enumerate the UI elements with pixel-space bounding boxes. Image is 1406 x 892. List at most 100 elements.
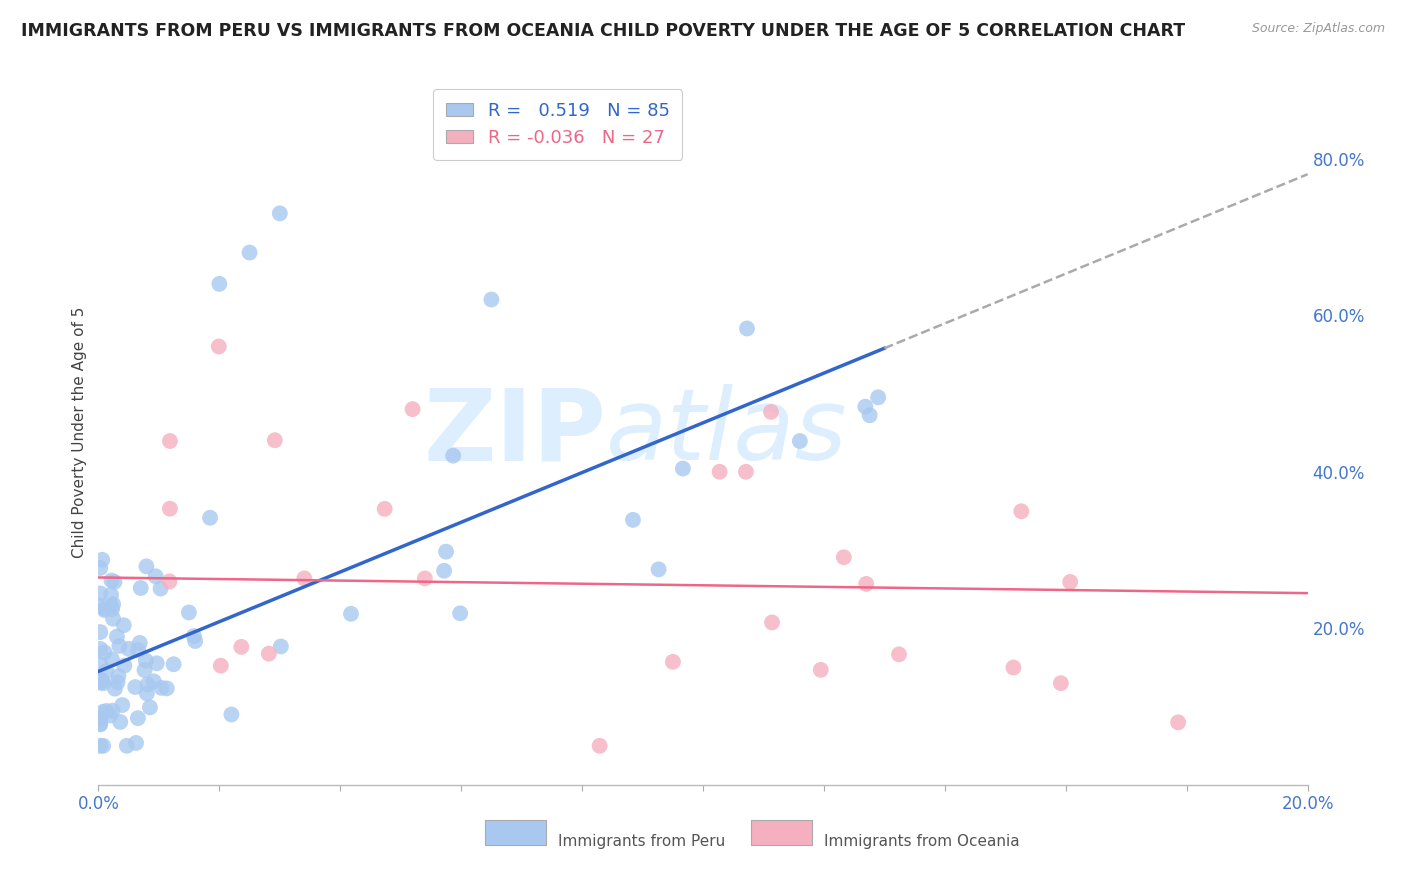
Point	[100, 599, 122, 614]
Point	[159, 574, 181, 589]
Point	[89, 641, 111, 656]
Point	[159, 501, 181, 516]
Point	[89, 586, 111, 600]
Point	[135, 559, 157, 574]
Point	[647, 562, 669, 576]
Point	[136, 677, 159, 691]
Point	[735, 465, 758, 479]
Point	[101, 652, 124, 666]
Point	[855, 577, 877, 591]
Point	[198, 510, 221, 524]
Point	[135, 654, 157, 668]
Text: ZIP: ZIP	[423, 384, 606, 481]
Point	[134, 663, 156, 677]
Point	[128, 636, 150, 650]
Point	[101, 597, 124, 611]
Point	[433, 564, 456, 578]
Point	[208, 277, 231, 291]
Point	[832, 550, 855, 565]
Point	[449, 607, 471, 621]
Point	[124, 680, 146, 694]
Point	[184, 634, 207, 648]
FancyBboxPatch shape	[751, 821, 811, 845]
Point	[89, 711, 111, 725]
Point	[91, 739, 114, 753]
Point	[177, 606, 200, 620]
Point	[1010, 504, 1032, 518]
Point	[145, 569, 167, 583]
Point	[868, 390, 890, 404]
Legend: R =   0.519   N = 85, R = -0.036   N = 27: R = 0.519 N = 85, R = -0.036 N = 27	[433, 89, 682, 160]
Point	[208, 339, 231, 353]
Point	[96, 704, 118, 718]
Point	[101, 602, 124, 616]
Y-axis label: Child Poverty Under the Age of 5: Child Poverty Under the Age of 5	[72, 307, 87, 558]
Point	[112, 658, 135, 673]
Point	[135, 686, 157, 700]
Point	[89, 739, 111, 753]
Point	[401, 402, 423, 417]
Point	[239, 245, 262, 260]
Point	[118, 641, 141, 656]
Point	[853, 400, 876, 414]
Point	[112, 618, 135, 632]
Point	[94, 601, 117, 615]
Point	[374, 501, 396, 516]
Point	[89, 716, 111, 731]
Point	[90, 673, 112, 688]
Text: Immigrants from Oceania: Immigrants from Oceania	[824, 834, 1019, 849]
Point	[127, 711, 149, 725]
Text: IMMIGRANTS FROM PERU VS IMMIGRANTS FROM OCEANIA CHILD POVERTY UNDER THE AGE OF 5: IMMIGRANTS FROM PERU VS IMMIGRANTS FROM …	[21, 22, 1185, 40]
Point	[149, 582, 172, 596]
Point	[761, 615, 783, 630]
Point	[129, 581, 152, 595]
Point	[142, 674, 165, 689]
Point	[672, 461, 695, 475]
Point	[104, 681, 127, 696]
Point	[139, 700, 162, 714]
Point	[1167, 715, 1189, 730]
Point	[91, 553, 114, 567]
Point	[90, 599, 112, 613]
Point	[1050, 676, 1073, 690]
Point	[263, 434, 285, 448]
FancyBboxPatch shape	[485, 821, 546, 845]
Point	[1059, 574, 1081, 589]
Point	[292, 571, 315, 585]
Point	[759, 405, 782, 419]
Point	[413, 571, 436, 585]
Point	[162, 657, 184, 672]
Point	[270, 640, 292, 654]
Point	[93, 645, 115, 659]
Point	[481, 293, 503, 307]
Point	[89, 625, 111, 640]
Point	[735, 321, 758, 335]
Point	[145, 657, 167, 671]
Point	[662, 655, 685, 669]
Point	[441, 449, 464, 463]
Point	[156, 681, 179, 696]
Point	[125, 736, 148, 750]
Point	[340, 607, 363, 621]
Point	[127, 643, 149, 657]
Point	[159, 434, 181, 448]
Point	[100, 574, 122, 588]
Point	[89, 561, 111, 575]
Point	[91, 705, 114, 719]
Point	[103, 574, 125, 589]
Point	[1002, 660, 1025, 674]
Point	[93, 676, 115, 690]
Point	[101, 612, 124, 626]
Point	[209, 658, 232, 673]
Point	[108, 639, 131, 653]
Text: Source: ZipAtlas.com: Source: ZipAtlas.com	[1251, 22, 1385, 36]
Text: Immigrants from Peru: Immigrants from Peru	[558, 834, 725, 849]
Point	[257, 647, 280, 661]
Point	[96, 665, 118, 679]
Point	[107, 669, 129, 683]
Point	[709, 465, 731, 479]
Text: atlas: atlas	[606, 384, 848, 481]
Point	[789, 434, 811, 448]
Point	[621, 513, 644, 527]
Point	[434, 544, 457, 558]
